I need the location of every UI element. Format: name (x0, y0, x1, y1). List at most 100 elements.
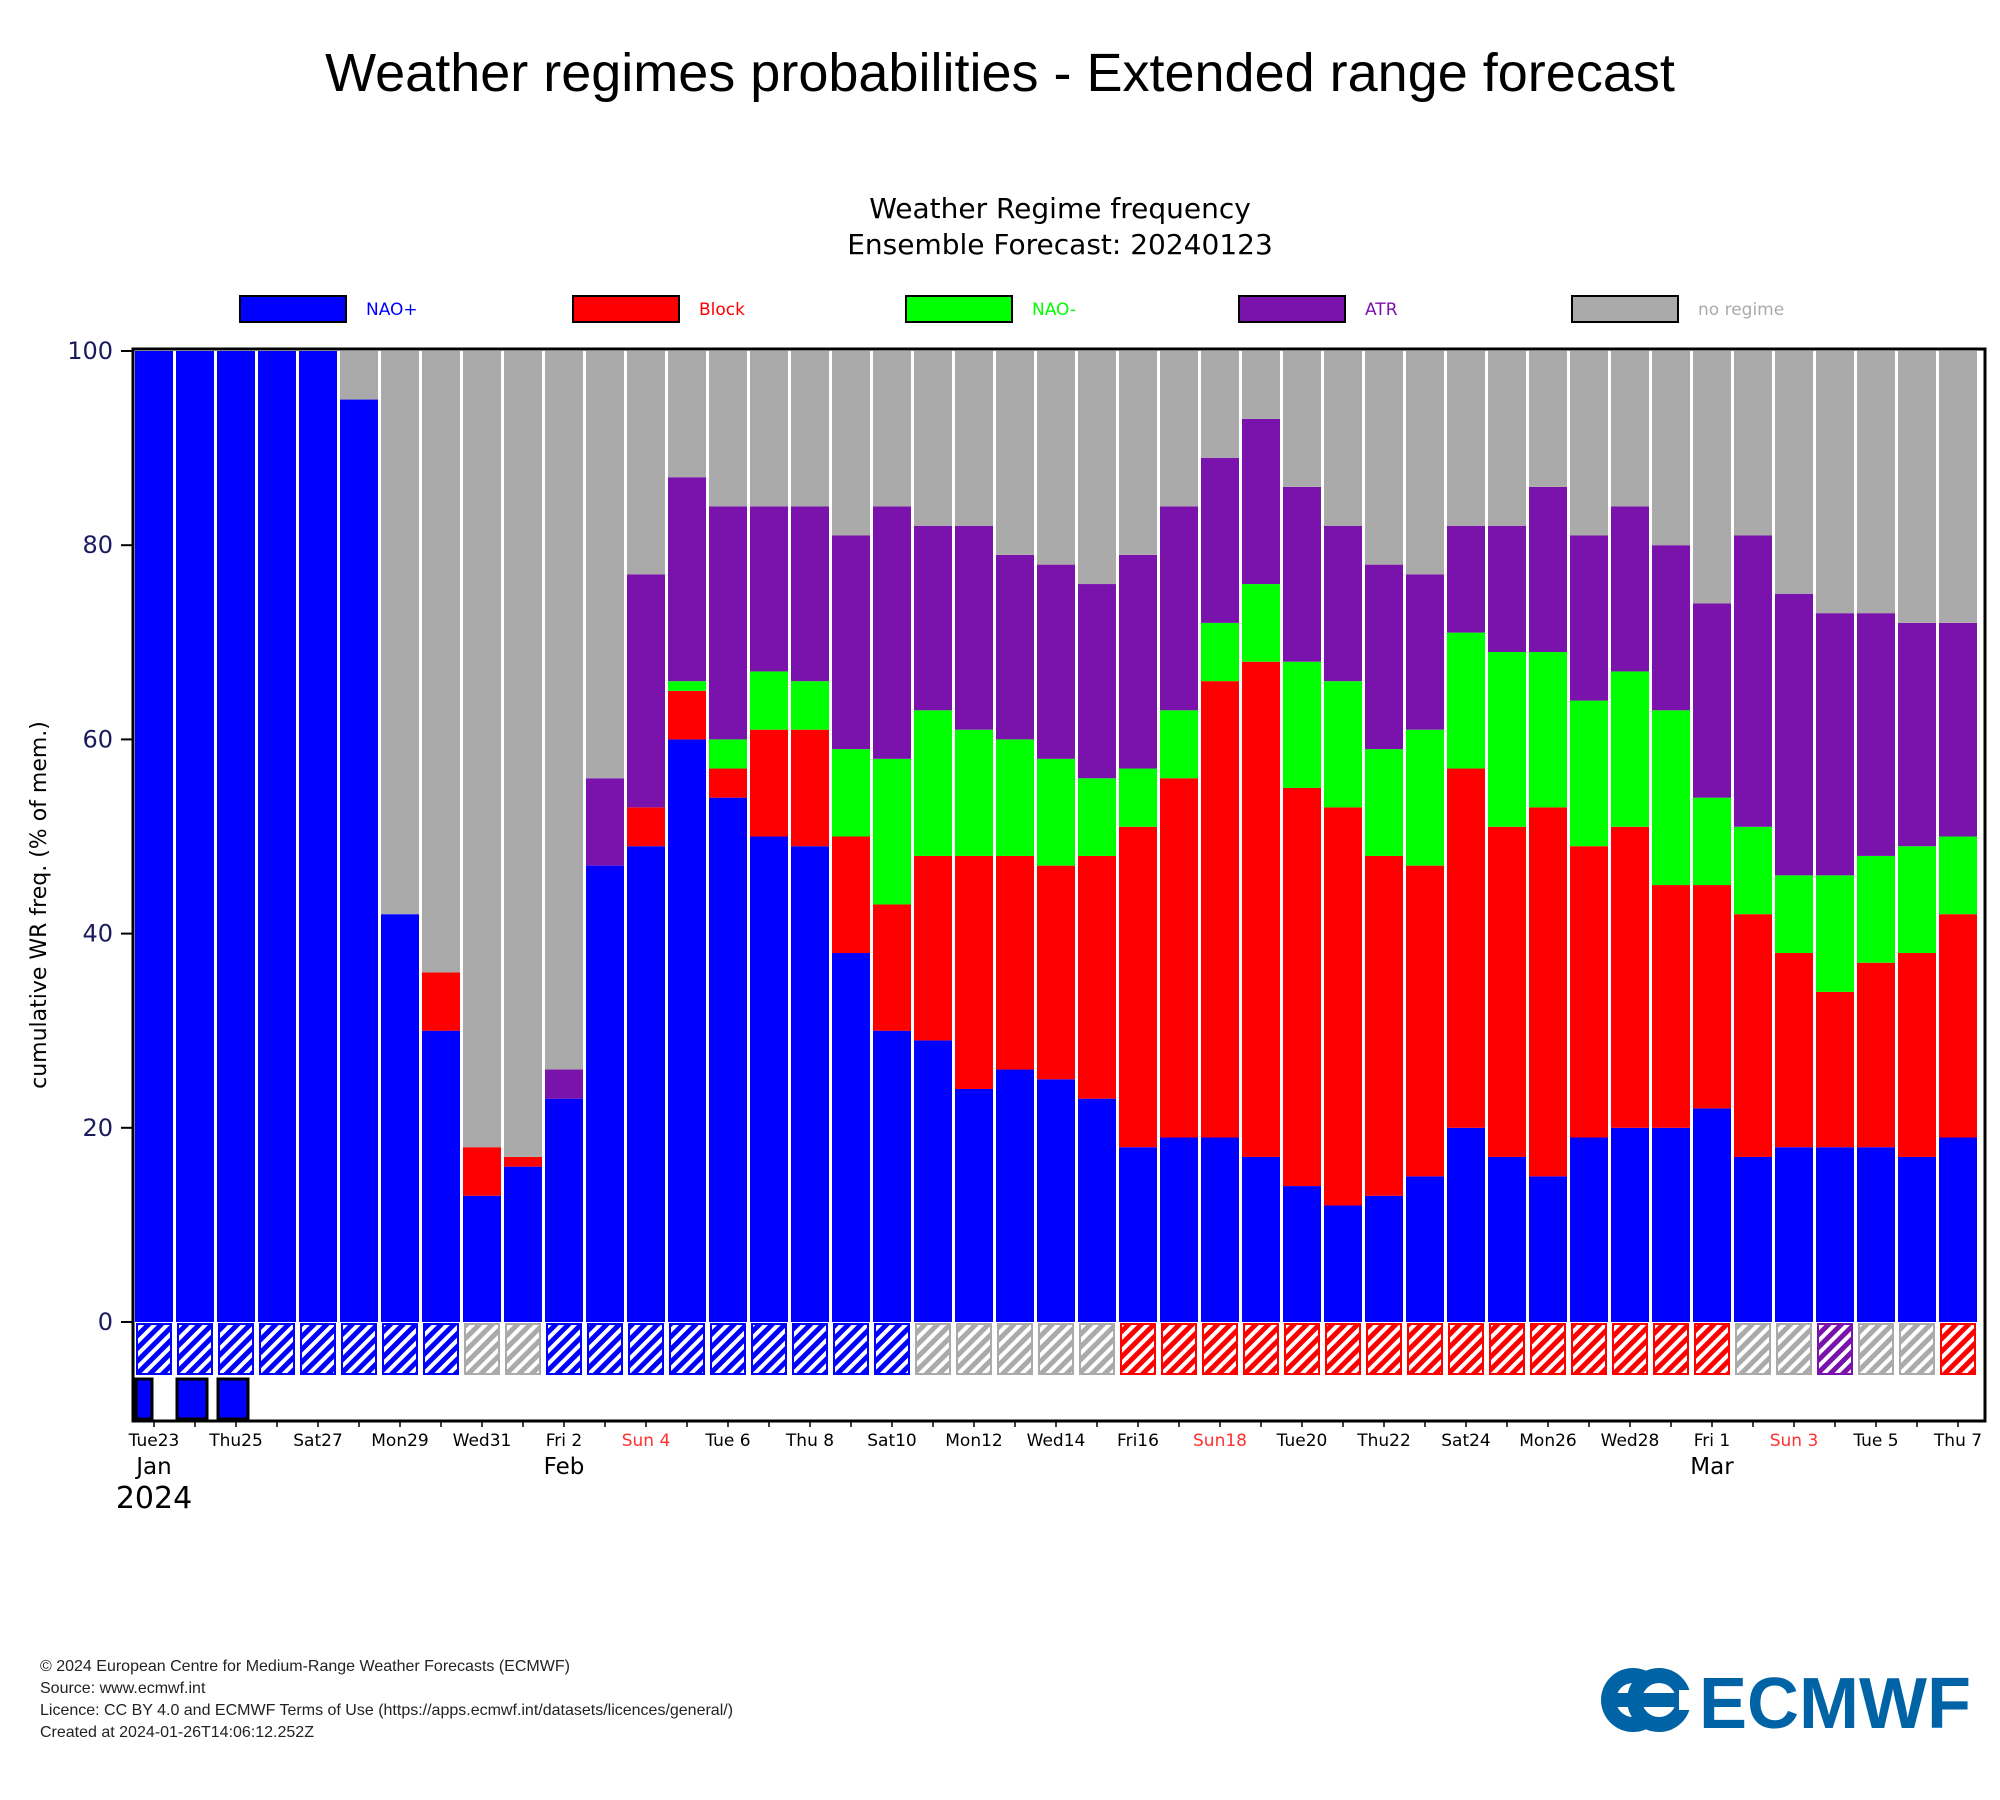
bar-segment-nao (1775, 875, 1813, 954)
y-tick-label: 80 (82, 531, 113, 559)
dominant-regime-border (1284, 1323, 1320, 1375)
bar-segment-nao (1078, 778, 1116, 856)
dominant-regime-hatch (1326, 1324, 1360, 1374)
bar-segment-block (996, 855, 1034, 1070)
bar-segment-atr (1283, 486, 1321, 662)
bar-segment-nao (1734, 826, 1772, 915)
bar-segment-no-regime (1939, 351, 1977, 623)
bar-segment-nao (750, 671, 788, 730)
dominant-regime-hatch (1654, 1324, 1688, 1374)
observed-regime-box (134, 1377, 154, 1421)
dominant-regime-border (300, 1323, 336, 1375)
bar-segment-nao (1283, 661, 1321, 788)
bar-segment-nao (340, 399, 378, 1322)
bar-segment-block (791, 729, 829, 847)
bar-segment-block (1611, 826, 1649, 1128)
bar-segment-block (1078, 855, 1116, 1099)
bar-segment-block (1242, 661, 1280, 1157)
dominant-regime-hatch (1408, 1324, 1442, 1374)
bar-segment-no-regime (1037, 351, 1075, 565)
bar-segment-block (1201, 681, 1239, 1138)
dominant-regime-hatch (1572, 1324, 1606, 1374)
bar-segment-nao (135, 351, 173, 1322)
dominant-regime-border (1735, 1323, 1771, 1375)
bar-segment-block (1570, 846, 1608, 1138)
bar-segment-nao (1693, 797, 1731, 886)
bar-segment-nao (1488, 1156, 1526, 1322)
bar-segment-block (422, 972, 460, 1031)
bar-segment-atr (1119, 554, 1157, 769)
bar-segment-no-regime (381, 351, 419, 915)
bar-segment-nao (1857, 1147, 1895, 1322)
bar-segment-block (1857, 962, 1895, 1148)
dominant-regime-strip (136, 1323, 1976, 1375)
ecmwf-logo: ECMWF (1601, 1664, 1971, 1740)
bar-segment-nao (1365, 1195, 1403, 1322)
x-tick-label: Mon29 (371, 1431, 428, 1451)
bar-segment-atr (1816, 613, 1854, 876)
bar-segment-nao (791, 681, 829, 730)
dominant-regime-border (710, 1323, 746, 1375)
bar-segment-atr (791, 506, 829, 682)
bar-segment-block (1119, 826, 1157, 1148)
dominant-regime-hatch (219, 1324, 253, 1374)
dominant-regime-hatch (670, 1324, 704, 1374)
bar-segment-no-regime (586, 351, 624, 779)
bar-segment-nao (1898, 846, 1936, 954)
bar-segment-nao (1283, 1186, 1321, 1322)
bar-segment-no-regime (873, 351, 911, 507)
dominant-regime-border (423, 1323, 459, 1375)
bar-segment-block (1693, 885, 1731, 1109)
bar-segment-atr (1570, 535, 1608, 701)
x-tick-label: Wed31 (453, 1431, 512, 1451)
legend-label-no-regime: no regime (1698, 300, 1784, 320)
dominant-regime-border (1202, 1323, 1238, 1375)
bar-segment-nao (586, 865, 624, 1322)
x-month-label: Jan (134, 1454, 171, 1480)
bar-segment-atr (1529, 486, 1567, 653)
dominant-regime-border (464, 1323, 500, 1375)
dominant-regime-hatch (1941, 1324, 1975, 1374)
bar-segment-nao (381, 914, 419, 1322)
bar-segment-block (1324, 807, 1362, 1206)
dominant-regime-border (1817, 1323, 1853, 1375)
bar-segment-no-regime (1242, 351, 1280, 419)
dominant-regime-border (1120, 1323, 1156, 1375)
bar-segment-nao (1898, 1156, 1936, 1322)
bar-segment-atr (586, 778, 624, 866)
bar-segment-no-regime (1119, 351, 1157, 555)
legend-label-block: Block (699, 300, 745, 320)
x-tick-label: Sun 4 (622, 1431, 671, 1451)
dominant-regime-hatch (793, 1324, 827, 1374)
dominant-regime-hatch (260, 1324, 294, 1374)
x-tick-label: Mon12 (945, 1431, 1002, 1451)
dominant-regime-border (997, 1323, 1033, 1375)
x-tick-label: Tue 5 (1852, 1431, 1898, 1451)
bar-segment-nao (832, 953, 870, 1322)
dominant-regime-border (751, 1323, 787, 1375)
bar-segment-atr (1078, 584, 1116, 779)
bar-segment-block (1283, 787, 1321, 1187)
x-tick-label: Fri 2 (546, 1431, 582, 1451)
bar-segment-atr (996, 554, 1034, 740)
bar-segment-nao (996, 1069, 1034, 1322)
bar-segment-atr (1324, 525, 1362, 682)
legend-swatch-nao (239, 295, 347, 323)
y-tick-label: 0 (98, 1308, 113, 1336)
bar-segment-atr (1898, 622, 1936, 847)
bar-segment-nao (1488, 652, 1526, 827)
bar-segment-no-regime (422, 351, 460, 973)
bar-segment-block (1037, 865, 1075, 1080)
dominant-regime-border (1858, 1323, 1894, 1375)
x-tick-label: Sat10 (867, 1431, 917, 1451)
bar-segment-nao (1734, 1156, 1772, 1322)
bar-segment-nao (1324, 681, 1362, 808)
bar-segment-nao (1324, 1205, 1362, 1322)
dominant-regime-border (1530, 1323, 1566, 1375)
bar-segment-nao (1119, 1147, 1157, 1322)
bar-segment-no-regime (955, 351, 993, 526)
observed-regime-strip (134, 1377, 250, 1421)
bar-segment-no-regime (1898, 351, 1936, 623)
bar-segment-block (463, 1147, 501, 1196)
dominant-regime-border (1366, 1323, 1402, 1375)
